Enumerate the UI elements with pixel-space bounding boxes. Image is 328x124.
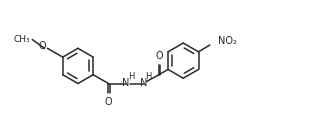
Text: H: H [128, 72, 134, 81]
Text: H: H [145, 72, 152, 81]
Text: O: O [105, 97, 112, 107]
Text: NO₂: NO₂ [218, 36, 236, 46]
Text: O: O [38, 41, 46, 51]
Text: CH₃: CH₃ [14, 35, 30, 44]
Text: N: N [122, 78, 130, 88]
Text: O: O [155, 51, 163, 61]
Text: N: N [140, 78, 147, 88]
